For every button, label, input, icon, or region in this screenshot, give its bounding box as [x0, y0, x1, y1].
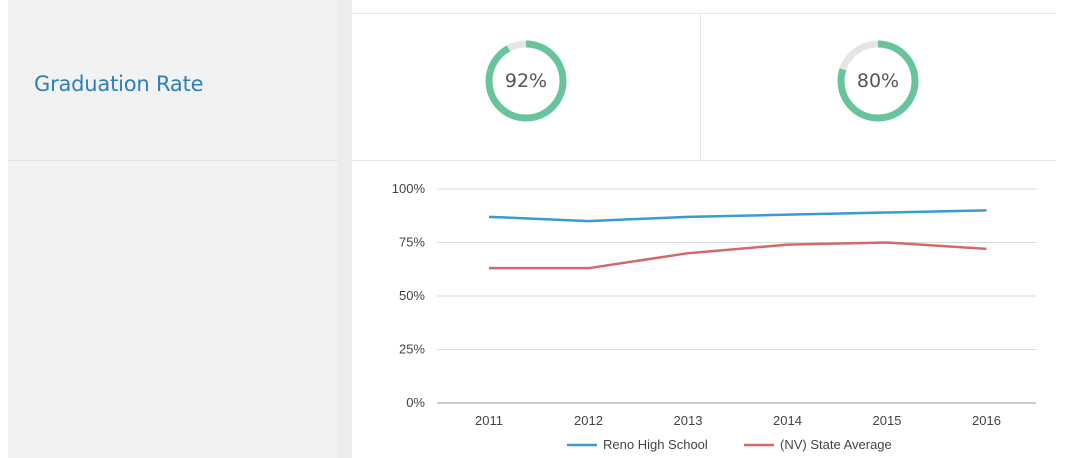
- column-divider: [700, 13, 701, 160]
- ring-progress: [837, 40, 919, 122]
- row-divider: [352, 160, 1056, 161]
- top-divider: [352, 13, 1056, 14]
- x-tick-label: 2014: [773, 413, 802, 428]
- left-panel: [8, 0, 338, 458]
- series-line-2: [489, 241, 987, 270]
- left-divider: [8, 160, 338, 161]
- y-tick-label: 75%: [399, 235, 425, 250]
- y-tick-label: 0%: [406, 395, 425, 410]
- x-tick-label: 2012: [574, 413, 603, 428]
- ring-progress: [485, 40, 567, 122]
- school-rate-ring: 92%: [484, 39, 568, 123]
- graduation-rate-line-chart: 0% 25% 50% 75% 100% 2011 2012 2013 2014 2015 2016 R…: [392, 181, 1036, 452]
- x-tick-label: 2015: [873, 413, 902, 428]
- state-rate-ring-graphic: [837, 40, 919, 122]
- metric-label-graduation-rate[interactable]: Graduation Rate: [34, 72, 204, 96]
- x-tick-label: 2016: [972, 413, 1001, 428]
- y-tick-label: 50%: [399, 288, 425, 303]
- y-tick-label: 25%: [399, 342, 425, 357]
- legend-label-2: (NV) State Average: [780, 437, 892, 452]
- school-rate-value: 92%: [504, 70, 548, 92]
- x-tick-label: 2013: [674, 413, 703, 428]
- legend-label-1: Reno High School: [603, 437, 708, 452]
- state-rate-value: 80%: [856, 70, 900, 92]
- left-scroll-strip: [338, 0, 352, 458]
- series-line-1: [488, 209, 987, 223]
- x-tick-label: 2011: [475, 413, 503, 428]
- state-rate-ring: 80%: [836, 39, 920, 123]
- school-rate-ring-graphic: [485, 40, 567, 122]
- y-tick-label: 100%: [392, 181, 426, 196]
